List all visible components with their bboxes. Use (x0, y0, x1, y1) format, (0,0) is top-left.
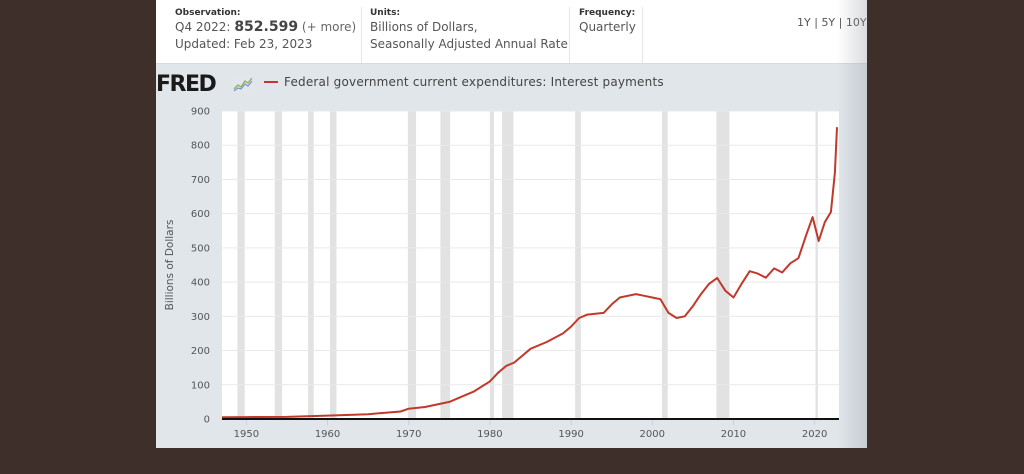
y-tick-label: 600 (191, 209, 210, 220)
x-tick-label: 1960 (315, 429, 340, 440)
date-range-selector: 1Y | 5Y | 10Y (797, 16, 867, 29)
observation-period: Q4 2022: (175, 20, 231, 34)
y-tick-label: 400 (191, 278, 210, 289)
range-1y-button[interactable]: 1Y (797, 16, 811, 29)
x-tick-label: 1980 (477, 429, 502, 440)
recession-bar (489, 111, 494, 419)
recession-bar (662, 111, 668, 419)
units-label: Units: (370, 8, 401, 18)
recession-bar (237, 111, 245, 419)
recession-bar (575, 111, 581, 419)
observation-label: Observation: (175, 8, 241, 18)
y-tick-label: 200 (191, 346, 210, 357)
units-line1: Billions of Dollars, (370, 20, 478, 34)
frequency-block: Frequency: Quarterly (579, 7, 636, 36)
y-tick-label: 800 (191, 141, 210, 152)
recession-bar (716, 111, 730, 419)
y-tick-label: 300 (191, 312, 210, 323)
chart-panel: Observation: Q4 2022: 852.599 (+ more) U… (156, 0, 867, 448)
y-tick-label: 700 (191, 175, 210, 186)
frequency-value: Quarterly (579, 20, 636, 34)
range-separator: | (814, 16, 818, 29)
y-tick-label: 500 (191, 243, 210, 254)
y-axis-label: Billions of Dollars (164, 220, 176, 311)
chart-legend: Federal government current expenditures:… (264, 75, 664, 89)
more-observations-link[interactable]: (+ more) (301, 20, 357, 34)
range-5y-button[interactable]: 5Y (821, 16, 836, 29)
recession-bar (308, 111, 314, 419)
divider (569, 7, 570, 63)
plot-area (222, 111, 839, 419)
x-tick-label: 1970 (396, 429, 421, 440)
units-block: Units: Billions of Dollars, Seasonally A… (370, 7, 568, 53)
series-meta-header: Observation: Q4 2022: 852.599 (+ more) U… (156, 0, 867, 64)
y-tick-label: 0 (204, 415, 210, 426)
range-10y-button[interactable]: 10Y (845, 16, 867, 29)
x-tick-label: 2000 (640, 429, 665, 440)
series-line[interactable] (221, 127, 838, 419)
recession-bar (502, 111, 514, 419)
legend-label: Federal government current expenditures:… (284, 75, 664, 89)
x-tick-label: 2010 (721, 429, 746, 440)
observation-block: Observation: Q4 2022: 852.599 (+ more) U… (175, 7, 356, 53)
x-tick-label: 2020 (802, 429, 827, 440)
divider (361, 7, 362, 63)
recession-bar (329, 111, 337, 419)
observation-value: 852.599 (234, 19, 299, 35)
recession-bar (407, 111, 417, 419)
recession-bar (815, 111, 818, 419)
range-separator: | (838, 16, 843, 29)
chart-line-icon (232, 75, 254, 93)
divider (642, 7, 643, 63)
legend-swatch (264, 80, 278, 83)
recession-bar (440, 111, 451, 419)
units-line2: Seasonally Adjusted Annual Rate (370, 37, 568, 51)
y-tick-label: 100 (191, 380, 210, 391)
fred-logo[interactable]: FRED (156, 72, 217, 97)
frequency-label: Frequency: (579, 8, 636, 18)
x-tick-label: 1990 (558, 429, 583, 440)
recession-bar (274, 111, 283, 419)
updated-date: Updated: Feb 23, 2023 (175, 37, 313, 51)
line-chart: Billions of Dollars 0 100 200 300 400 500 600 7… (164, 107, 839, 440)
y-tick-label: 900 (191, 107, 210, 118)
x-tick-label: 1950 (234, 429, 259, 440)
